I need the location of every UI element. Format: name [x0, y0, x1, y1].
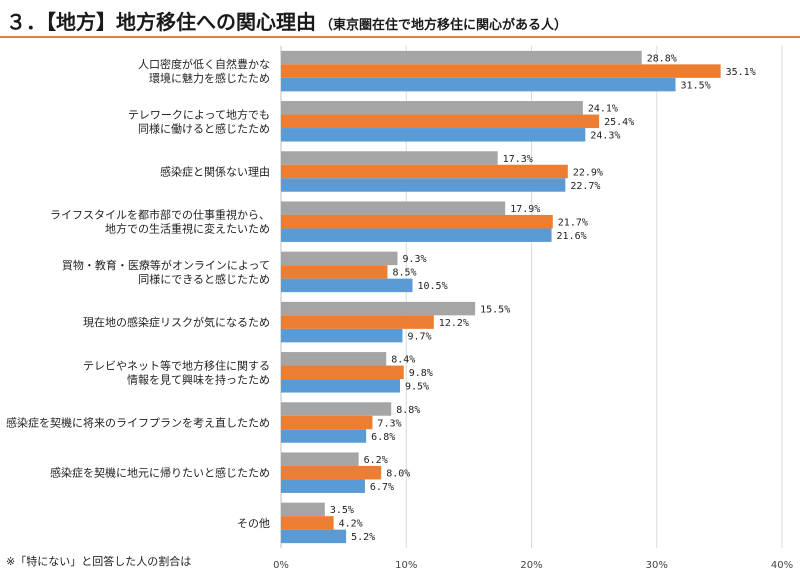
bar	[281, 516, 334, 530]
data-label: 21.6%	[557, 231, 587, 242]
bar	[281, 529, 347, 544]
data-label: 12.2%	[439, 318, 469, 329]
bar	[281, 365, 404, 380]
category-label: 感染症を契機に将来のライフプランを考え直したため	[6, 416, 270, 430]
bar	[281, 479, 365, 493]
x-tick-label: 30%	[646, 560, 668, 571]
data-label: 24.1%	[588, 104, 618, 115]
bar	[281, 64, 721, 78]
data-label: 9.8%	[409, 368, 433, 379]
data-label: 8.8%	[396, 405, 420, 416]
bar	[281, 101, 583, 115]
category-label: 感染症と関係ない理由	[160, 165, 270, 179]
data-label: 17.9%	[510, 204, 540, 215]
page-title: ３．【地方】地方移住への関心理由 （東京圏在住で地方移住に関心がある人）	[6, 6, 567, 35]
x-tick-label: 40%	[771, 560, 793, 571]
data-label: 31.5%	[681, 80, 711, 91]
data-label: 9.7%	[407, 331, 431, 342]
category-label: テレビやネット等で地方移住に関する情報を見て興味を持ったため	[83, 358, 270, 386]
data-label: 8.0%	[386, 468, 410, 479]
category-label: その他	[237, 517, 270, 530]
bar	[281, 278, 413, 293]
bar	[281, 465, 382, 480]
data-label: 9.3%	[402, 254, 426, 265]
x-tick-label: 10%	[395, 560, 417, 571]
bar	[281, 502, 325, 517]
bar	[281, 50, 642, 65]
bar	[281, 265, 388, 279]
bar	[281, 352, 387, 366]
x-tick-label: 20%	[520, 560, 542, 571]
data-label: 15.5%	[480, 304, 510, 315]
footnote: ※「特にない」と回答した人の割合は	[6, 555, 192, 568]
data-label: 7.3%	[377, 418, 401, 429]
data-label: 8.4%	[391, 355, 415, 366]
bar	[281, 452, 359, 466]
bar	[281, 77, 676, 92]
bar	[281, 128, 586, 142]
bar	[281, 114, 600, 129]
data-label: 6.8%	[371, 432, 395, 443]
bar	[281, 429, 367, 443]
bar	[281, 164, 568, 179]
category-label: テレワークによって地方でも同様に働けると感じたため	[128, 107, 270, 135]
bar	[281, 301, 476, 316]
data-label: 25.4%	[604, 117, 634, 128]
bar	[281, 178, 566, 192]
bar	[281, 402, 392, 416]
data-label: 35.1%	[726, 67, 756, 78]
data-label: 22.9%	[573, 167, 603, 178]
bar	[281, 151, 498, 165]
category-label: 買物・教育・医療等がオンラインによって同様にできると感じたため	[62, 258, 270, 286]
data-label: 21.7%	[558, 217, 588, 228]
title-main: ３．【地方】地方移住への関心理由	[6, 10, 316, 34]
bar	[281, 328, 403, 343]
bar	[281, 251, 398, 266]
bar	[281, 379, 400, 393]
category-label: ライフスタイルを都市部での仕事重視から、地方での生活重視に変えたいため	[50, 208, 270, 236]
data-label: 6.7%	[370, 482, 394, 493]
data-label: 17.3%	[503, 154, 533, 165]
data-label: 10.5%	[418, 281, 448, 292]
data-label: 28.8%	[647, 53, 677, 64]
title-divider	[0, 36, 800, 38]
x-tick-label: 0%	[273, 560, 289, 571]
bar	[281, 228, 552, 242]
data-label: 22.7%	[570, 181, 600, 192]
category-label: 人口密度が低く自然豊かな環境に魅力を感じたため	[138, 57, 270, 85]
bar	[281, 214, 553, 229]
data-label: 5.2%	[351, 532, 375, 543]
bar	[281, 415, 373, 430]
data-label: 9.5%	[405, 382, 429, 393]
category-label: 感染症を契機に地元に帰りたいと感じたため	[50, 466, 270, 480]
data-label: 24.3%	[590, 131, 620, 142]
data-label: 6.2%	[364, 455, 388, 466]
data-label: 8.5%	[392, 268, 416, 279]
title-subtitle: （東京圏在住で地方移住に関心がある人）	[320, 18, 568, 33]
data-label: 3.5%	[330, 505, 354, 516]
data-label: 4.2%	[339, 519, 363, 530]
bar	[281, 315, 434, 329]
category-label: 現在地の感染症リスクが気になるため	[83, 315, 270, 329]
bar	[281, 201, 506, 215]
